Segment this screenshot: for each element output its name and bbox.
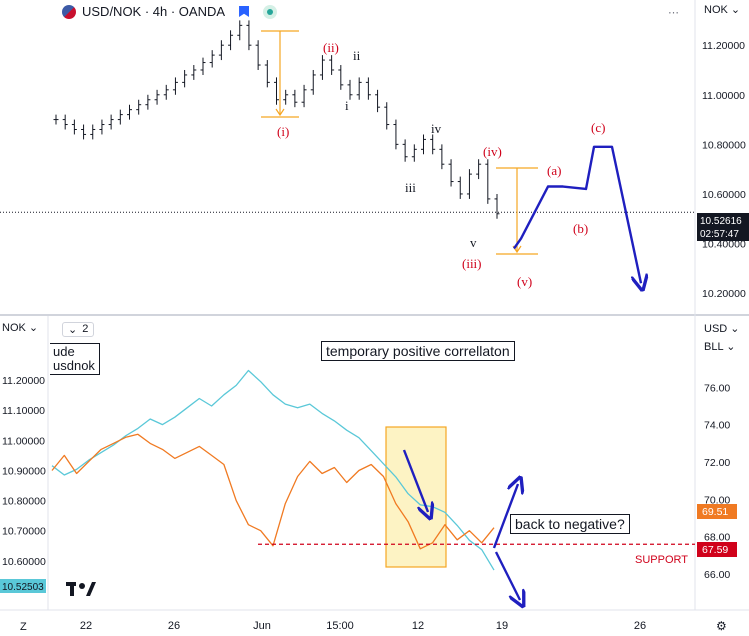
- lower-right-scale[interactable]: BLL ⌄: [704, 341, 736, 353]
- main-pane[interactable]: [0, 0, 695, 314]
- time-axis[interactable]: 22 26 Jun 15:00 12 19 26: [80, 620, 646, 632]
- market-status-icon[interactable]: [263, 4, 278, 19]
- left-y-tick: 10.80000: [2, 496, 46, 508]
- x-tick: 15:00: [326, 620, 354, 632]
- back-to-negative-note: back to negative?: [510, 514, 630, 534]
- pane-count-toggle[interactable]: ⌄ 2: [62, 322, 95, 337]
- right-y-tick: 66.00: [704, 569, 730, 581]
- series-legend: ude usdnok: [50, 343, 100, 375]
- down-arrow: [494, 551, 520, 600]
- last-price-tag: [697, 213, 749, 241]
- chevron-down-icon: ⌄: [68, 324, 78, 336]
- wave-label-red: (iv): [483, 144, 502, 159]
- left-y-tick: 10.70000: [2, 526, 46, 538]
- settings-icon[interactable]: ⚙: [716, 619, 727, 633]
- right-y-tick: 74.00: [704, 420, 730, 432]
- top-currency-selector[interactable]: NOK ⌄: [704, 4, 741, 16]
- down-arrow-in-box: [402, 449, 428, 512]
- wave-label-black: iii: [405, 180, 416, 195]
- support-value: 67.59: [702, 544, 728, 556]
- lower-last-tag: [0, 579, 46, 593]
- more-icon[interactable]: ⋯: [668, 7, 680, 19]
- projection-path: [513, 145, 641, 283]
- highlight-rect: [385, 426, 447, 568]
- bookmark-icon[interactable]: [239, 6, 250, 17]
- footer-left-button[interactable]: Z: [20, 621, 27, 633]
- x-tick: Jun: [253, 620, 271, 632]
- x-tick: 26: [634, 620, 646, 632]
- main-price-axis[interactable]: 11.20000 11.00000 10.80000 10.60000 10.40000…: [702, 40, 746, 300]
- support-value-tag: [697, 542, 737, 557]
- highlight-box: [385, 426, 447, 568]
- wave-label-red: (c): [591, 120, 605, 135]
- wave-label-black: ii: [353, 48, 361, 63]
- lower-axes[interactable]: 11.20000 11.10000 11.00000 10.90000 10.80000…: [2, 375, 730, 581]
- lower-right-currency[interactable]: USD ⌄: [704, 323, 740, 335]
- main-y-tick: 11.20000: [702, 40, 745, 52]
- candles: [53, 20, 500, 219]
- countdown-value: 02:57:47: [700, 229, 739, 240]
- main-y-tick: 11.00000: [702, 90, 745, 102]
- wave-label-black: iv: [431, 121, 442, 136]
- main-y-tick: 10.20000: [702, 288, 746, 300]
- legend-usdnok: usdnok: [53, 358, 95, 373]
- main-y-tick: 10.40000: [702, 239, 746, 251]
- fib-arrowhead: [275, 108, 285, 117]
- wave-label-red: (ii): [323, 40, 339, 55]
- left-y-tick: 10.90000: [2, 465, 46, 477]
- right-y-tick: 70.00: [704, 494, 730, 506]
- x-tick: 19: [496, 620, 508, 632]
- wave-label-red: (iii): [462, 256, 482, 271]
- left-y-tick: 11.00000: [2, 435, 45, 447]
- wave-label-black: i: [345, 98, 349, 113]
- wave-label-red: (b): [573, 221, 588, 236]
- main-y-tick: 10.80000: [702, 139, 746, 151]
- legend-ude: ude: [53, 344, 75, 359]
- projection-line: [513, 145, 641, 283]
- left-y-tick: 11.20000: [2, 375, 45, 387]
- up-arrow: [492, 484, 518, 549]
- right-y-tick: 68.00: [704, 532, 730, 544]
- lower-pane[interactable]: [0, 316, 695, 610]
- pane-count: 2: [82, 323, 89, 335]
- wave-label-red: (i): [277, 124, 289, 139]
- direction-arrows: [402, 449, 520, 600]
- crude-last-value: 69.51: [702, 506, 728, 518]
- x-tick: 12: [412, 620, 424, 632]
- lower-left-currency[interactable]: NOK ⌄: [2, 322, 39, 334]
- wave-label-red: (v): [517, 274, 532, 289]
- symbol-header[interactable]: USD/NOK · 4h · OANDA: [62, 4, 278, 19]
- x-tick: 26: [168, 620, 180, 632]
- crude-last-tag: [697, 504, 737, 519]
- flag-icon: [62, 4, 76, 19]
- symbol-title: USD/NOK · 4h · OANDA: [82, 4, 226, 19]
- wave-label-red: (a): [547, 163, 561, 178]
- left-y-tick: 10.60000: [2, 556, 46, 568]
- x-tick: 22: [80, 620, 92, 632]
- right-y-tick: 72.00: [704, 457, 730, 469]
- tradingview-logo: [66, 582, 96, 596]
- lower-last-value: 10.52503: [2, 582, 44, 593]
- series-line-usdnok: [51, 433, 495, 550]
- right-y-tick: 76.00: [704, 382, 730, 394]
- wave-label-black: v: [470, 235, 477, 250]
- main-y-tick: 10.60000: [702, 189, 746, 201]
- support-label: SUPPORT: [635, 554, 688, 566]
- correlation-note: temporary positive correllaton: [321, 341, 515, 361]
- last-price-value: 10.52616: [700, 216, 742, 227]
- left-y-tick: 11.10000: [2, 405, 45, 417]
